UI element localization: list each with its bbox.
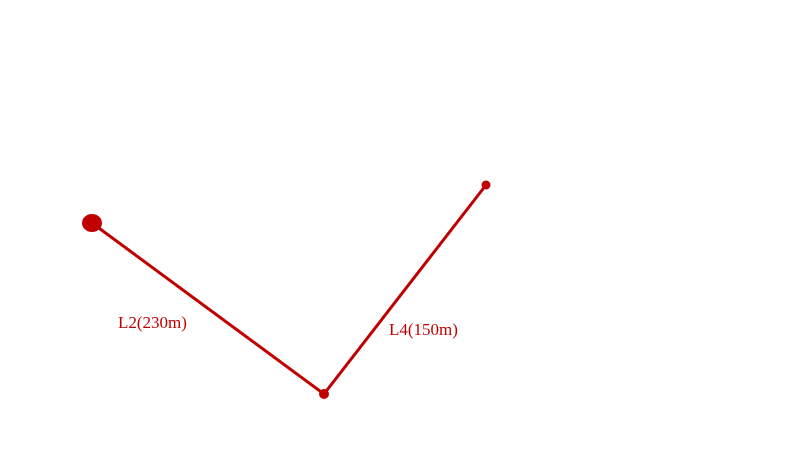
end-node <box>481 180 491 190</box>
segment-l2 <box>91 221 325 396</box>
segment-l4-label: L4(150m) <box>389 320 458 339</box>
start-node <box>82 214 102 232</box>
segment-l2-label: L2(230m) <box>118 313 187 332</box>
junction-node <box>319 389 329 399</box>
segment-l4 <box>322 184 488 395</box>
